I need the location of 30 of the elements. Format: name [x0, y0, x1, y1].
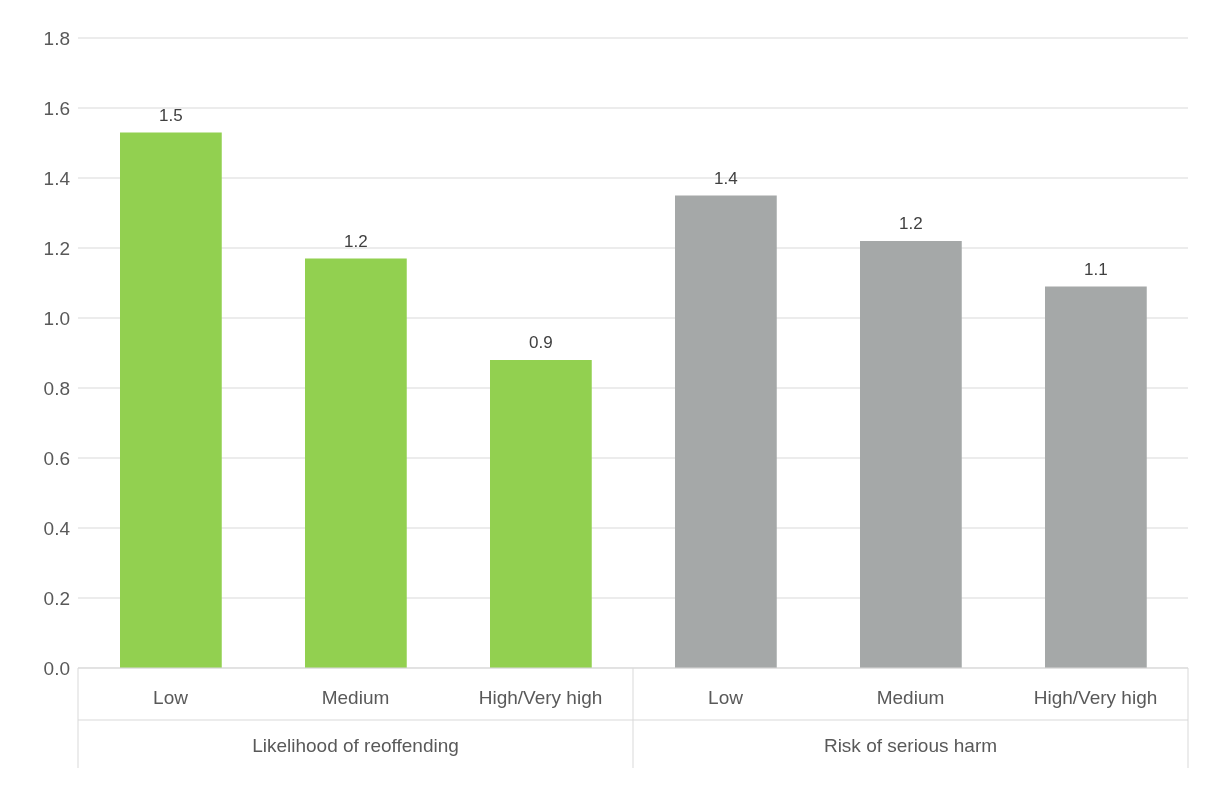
x-tick-label: Low	[153, 687, 189, 708]
data-label: 1.2	[344, 231, 368, 251]
y-tick-label: 0.2	[43, 587, 70, 609]
y-tick-label: 0.6	[43, 447, 70, 469]
y-tick-label: 0.8	[43, 377, 70, 399]
data-label: 1.5	[159, 105, 183, 125]
x-tick-label: Low	[708, 687, 744, 708]
y-tick-label: 1.4	[43, 167, 71, 189]
data-label: 1.1	[1084, 259, 1108, 279]
x-tick-label: High/Very high	[478, 687, 603, 708]
x-tick-label: High/Very high	[1033, 687, 1158, 708]
y-tick-label: 0.4	[43, 517, 71, 539]
data-label: 1.4	[714, 168, 738, 188]
text: Likelihood of reoffending	[252, 735, 459, 756]
y-tick-label: 0.0	[43, 657, 70, 679]
bar	[490, 360, 592, 668]
y-tick-label: 1.8	[43, 27, 70, 49]
text: Risk of serious harm	[823, 735, 998, 756]
data-label: 0.9	[529, 333, 553, 352]
bar	[305, 258, 407, 668]
y-tick-label: 1.2	[43, 237, 70, 259]
bar	[860, 241, 962, 668]
y-tick-label: 1.0	[43, 307, 70, 329]
bar	[1045, 286, 1147, 668]
bar	[120, 132, 222, 668]
x-tick-label: Medium	[876, 687, 945, 708]
x-tick-label: Medium	[321, 687, 390, 708]
y-tick-label: 1.6	[43, 97, 70, 119]
bar	[675, 195, 777, 668]
data-label: 1.2	[899, 214, 923, 233]
